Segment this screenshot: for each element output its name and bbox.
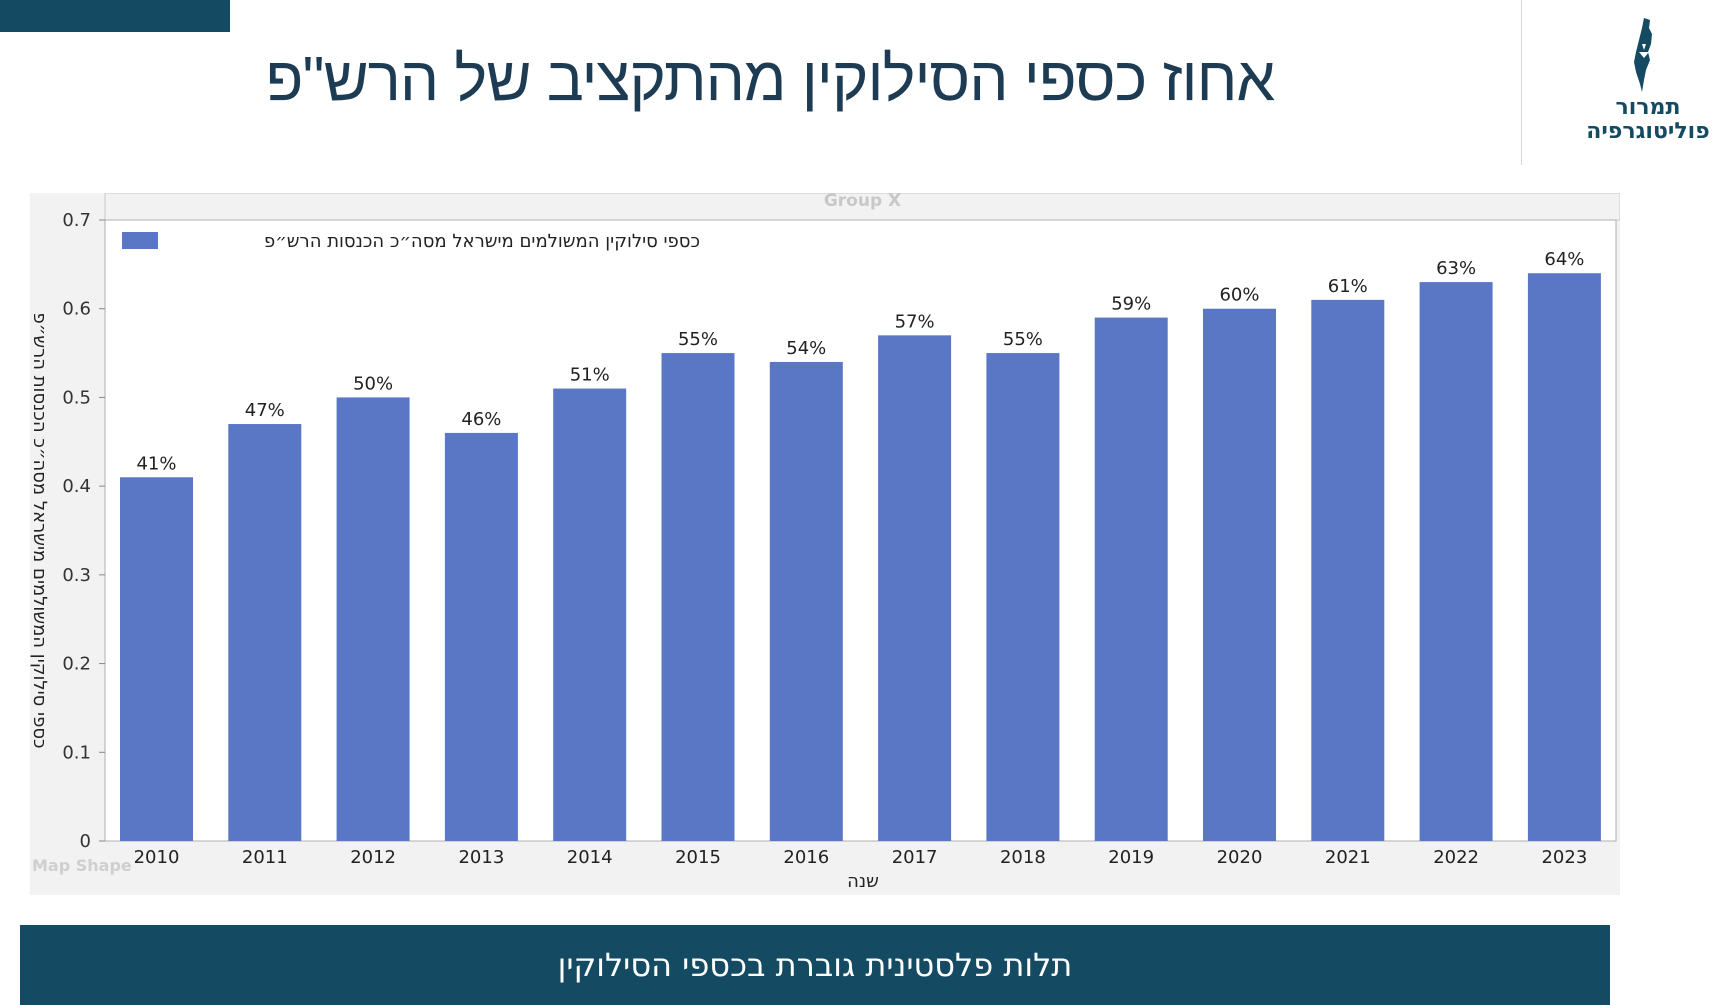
x-tick-label: 2023 xyxy=(1541,847,1587,868)
plot-area xyxy=(104,219,1617,842)
x-tick-label: 2014 xyxy=(567,847,613,868)
data-label: 55% xyxy=(1003,329,1043,350)
data-label: 54% xyxy=(786,338,826,359)
x-tick-label: 2018 xyxy=(1000,847,1046,868)
x-tick-label: 2020 xyxy=(1217,847,1263,868)
logo-divider xyxy=(1521,0,1522,165)
y-tick-label: 0 xyxy=(80,831,91,852)
data-label: 57% xyxy=(895,311,935,332)
y-tick-label: 0.4 xyxy=(62,476,91,497)
x-tick-label: 2021 xyxy=(1325,847,1371,868)
bar xyxy=(1311,299,1385,841)
bar xyxy=(120,477,193,841)
data-label: 59% xyxy=(1111,294,1151,315)
x-tick-label: 2011 xyxy=(242,847,288,868)
x-tick-label: 2019 xyxy=(1108,847,1154,868)
data-label: 64% xyxy=(1544,249,1584,270)
data-label: 47% xyxy=(245,400,285,421)
bar xyxy=(553,388,627,841)
footer-text: תלות פלסטינית גוברת בכספי הסילוקין xyxy=(557,946,1073,984)
data-label: 46% xyxy=(461,409,501,430)
logo-line-1: תמרור xyxy=(1615,95,1681,120)
data-label: 60% xyxy=(1219,285,1259,306)
legend-swatch xyxy=(122,232,158,249)
footer-banner: תלות פלסטינית גוברת בכספי הסילוקין xyxy=(20,925,1610,1005)
bar xyxy=(878,335,952,841)
y-tick-label: 0.3 xyxy=(62,565,91,586)
page-title: אחוז כספי הסילוקין מהתקציב של הרש"פ xyxy=(265,45,1276,114)
x-tick-label: 2022 xyxy=(1433,847,1479,868)
legend-label: כספי סילוקין המשולמים מישראל מסה״כ הכנסו… xyxy=(264,231,700,252)
y-tick-label: 0.1 xyxy=(62,742,91,763)
bar xyxy=(1419,282,1493,842)
israel-map-icon xyxy=(1634,18,1652,92)
data-label: 63% xyxy=(1436,258,1476,279)
bar xyxy=(1203,308,1276,841)
bar xyxy=(661,353,735,841)
y-tick-label: 0.7 xyxy=(62,210,91,231)
logo-line-2: פוליטוגרפיה xyxy=(1586,119,1710,144)
bar xyxy=(769,361,843,841)
bar xyxy=(444,432,518,841)
y-tick-label: 0.6 xyxy=(62,299,91,320)
top-accent-bar xyxy=(0,0,230,32)
x-tick-label: 2016 xyxy=(783,847,829,868)
x-tick-label: 2017 xyxy=(892,847,938,868)
bar xyxy=(986,353,1060,841)
data-label: 61% xyxy=(1328,276,1368,297)
corner-label: Map Shape xyxy=(32,856,132,875)
data-label: 50% xyxy=(353,373,393,394)
chart-container: Group X Map Shape 0 0.1 0.2 0.3 0.4 0.5 0.6 0.7 כס… xyxy=(29,191,1621,895)
data-label: 55% xyxy=(678,329,718,350)
data-label: 51% xyxy=(570,365,610,386)
x-tick-label: 2015 xyxy=(675,847,721,868)
bar xyxy=(1527,273,1601,841)
group-label: Group X xyxy=(824,193,901,211)
x-tick-label: 2010 xyxy=(134,847,180,868)
y-axis-label: כספי סילוקין המשולמים מישראל מסה״כ הכנסו… xyxy=(30,312,50,748)
bar xyxy=(1094,317,1168,842)
bar xyxy=(228,424,302,841)
x-axis-label: שנה xyxy=(847,871,879,892)
y-tick-label: 0.2 xyxy=(62,654,91,675)
data-label: 41% xyxy=(136,453,176,474)
x-tick-label: 2012 xyxy=(350,847,396,868)
bar xyxy=(336,397,410,841)
y-tick-label: 0.5 xyxy=(62,387,91,408)
bar-chart: Group X Map Shape 0 0.1 0.2 0.3 0.4 0.5 0.6 0.7 כס… xyxy=(29,191,1621,892)
logo-text: תמרור פוליטוגרפיה xyxy=(1568,96,1728,144)
x-tick-label: 2013 xyxy=(458,847,504,868)
